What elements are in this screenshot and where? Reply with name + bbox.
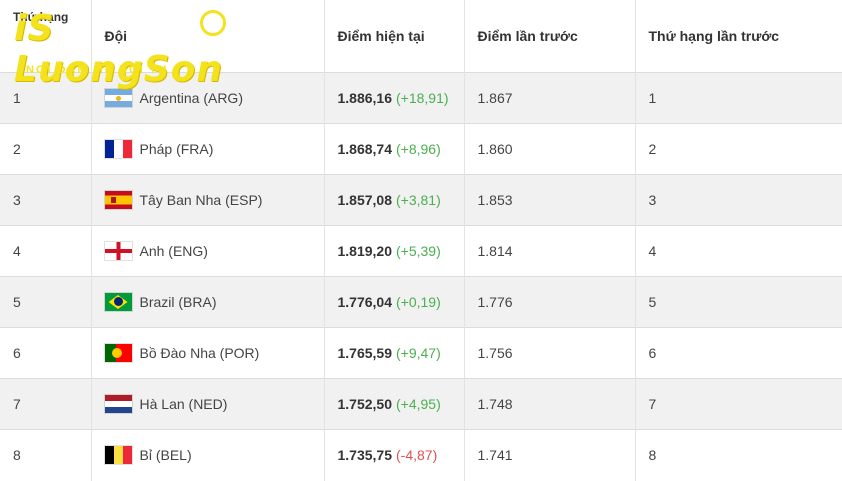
current-points-cell: 1.819,20 (+5,39)	[323, 225, 464, 277]
previous-rank-cell: 7	[634, 378, 842, 430]
team-name[interactable]: Hà Lan (NED)	[139, 396, 228, 412]
rank-cell: 6	[0, 327, 91, 379]
team-cell[interactable]: Argentina (ARG)	[90, 72, 324, 124]
previous-rank-cell: 1	[634, 72, 842, 124]
rank-cell: 7	[0, 378, 91, 430]
current-points-cell: 1.776,04 (+0,19)	[323, 276, 464, 328]
rank-cell: 1	[0, 72, 91, 124]
team-name[interactable]: Bỉ (BEL)	[139, 447, 192, 464]
team-name[interactable]: Tây Ban Nha (ESP)	[139, 192, 263, 208]
current-points-column-header[interactable]: Điểm hiện tại	[323, 0, 464, 73]
previous-rank-cell: 6	[634, 327, 842, 379]
previous-points-column-header[interactable]: Điểm lần trước	[463, 0, 635, 73]
current-points-value: 1.868,74	[337, 141, 393, 157]
table-row[interactable]: 8 Bỉ (BEL) 1.735,75 (-4,87) 1.741 8	[0, 429, 842, 481]
rank-cell: 8	[0, 429, 91, 481]
previous-rank-cell: 8	[634, 429, 842, 481]
rank-cell: 2	[0, 123, 91, 175]
netherlands-flag-icon	[104, 395, 132, 413]
team-name[interactable]: Anh (ENG)	[139, 243, 208, 259]
current-points-value: 1.857,08	[337, 192, 393, 208]
team-column-header[interactable]: Đội	[90, 0, 324, 73]
argentina-flag-icon	[104, 89, 132, 107]
points-change: (+4,95)	[396, 396, 441, 412]
points-change: (+18,91)	[396, 90, 449, 106]
current-points-cell: 1.765,59 (+9,47)	[323, 327, 464, 379]
table-row[interactable]: 3 Tây Ban Nha (ESP) 1.857,08 (+3,81) 1.853 3	[0, 174, 842, 226]
table-row[interactable]: 2 Pháp (FRA) 1.868,74 (+8,96) 1.860 2	[0, 123, 842, 175]
table-header-row: Thứ hạng Đội Điểm hiện tại Điểm lần trướ…	[0, 0, 842, 73]
points-change: (+5,39)	[396, 243, 441, 259]
table-row[interactable]: 7 Hà Lan (NED) 1.752,50 (+4,95) 1.748 7	[0, 378, 842, 430]
team-name[interactable]: Pháp (FRA)	[139, 141, 214, 157]
team-cell[interactable]: Pháp (FRA)	[90, 123, 324, 175]
team-cell[interactable]: Anh (ENG)	[90, 225, 324, 277]
table-row[interactable]: 1 Argentina (ARG) 1.886,16 (+18,91) 1.867 1	[0, 72, 842, 124]
rank-column-header[interactable]: Thứ hạng	[0, 0, 91, 73]
previous-points-cell: 1.756	[463, 327, 635, 379]
previous-points-cell: 1.860	[463, 123, 635, 175]
brazil-flag-icon	[104, 293, 132, 311]
table-row[interactable]: 5 Brazil (BRA) 1.776,04 (+0,19) 1.776 5	[0, 276, 842, 328]
portugal-flag-icon	[104, 344, 132, 362]
points-change: (-4,87)	[396, 447, 438, 464]
current-points-value: 1.765,59	[337, 345, 393, 361]
rank-cell: 3	[0, 174, 91, 226]
previous-points-cell: 1.748	[463, 378, 635, 430]
team-cell[interactable]: Bỉ (BEL)	[90, 429, 324, 481]
current-points-cell: 1.752,50 (+4,95)	[323, 378, 464, 430]
table-row[interactable]: 4 Anh (ENG) 1.819,20 (+5,39) 1.814 4	[0, 225, 842, 277]
current-points-cell: 1.886,16 (+18,91)	[323, 72, 464, 124]
team-cell[interactable]: Hà Lan (NED)	[90, 378, 324, 430]
current-points-value: 1.735,75	[337, 447, 393, 464]
previous-rank-cell: 2	[634, 123, 842, 175]
previous-rank-cell: 4	[634, 225, 842, 277]
spain-flag-icon	[104, 191, 132, 209]
table-row[interactable]: 6 Bồ Đào Nha (POR) 1.765,59 (+9,47) 1.756 6	[0, 327, 842, 379]
points-change: (+0,19)	[396, 294, 441, 310]
points-change: (+8,96)	[396, 141, 441, 157]
previous-rank-cell: 3	[634, 174, 842, 226]
current-points-value: 1.819,20	[337, 243, 393, 259]
current-points-value: 1.752,50	[337, 396, 393, 412]
previous-rank-column-header[interactable]: Thứ hạng lần trước	[634, 0, 842, 73]
previous-rank-cell: 5	[634, 276, 842, 328]
team-name[interactable]: Argentina (ARG)	[139, 90, 243, 106]
current-points-value: 1.776,04	[337, 294, 393, 310]
team-name[interactable]: Bồ Đào Nha (POR)	[139, 345, 260, 361]
rank-cell: 5	[0, 276, 91, 328]
current-points-cell: 1.857,08 (+3,81)	[323, 174, 464, 226]
points-change: (+3,81)	[396, 192, 441, 208]
team-name[interactable]: Brazil (BRA)	[139, 294, 217, 310]
team-cell[interactable]: Brazil (BRA)	[90, 276, 324, 328]
team-cell[interactable]: Bồ Đào Nha (POR)	[90, 327, 324, 379]
team-cell[interactable]: Tây Ban Nha (ESP)	[90, 174, 324, 226]
previous-points-cell: 1.776	[463, 276, 635, 328]
rank-cell: 4	[0, 225, 91, 277]
previous-points-cell: 1.867	[463, 72, 635, 124]
previous-points-cell: 1.814	[463, 225, 635, 277]
current-points-value: 1.886,16	[337, 90, 393, 106]
belgium-flag-icon	[104, 446, 132, 465]
england-flag-icon	[104, 242, 132, 260]
current-points-cell: 1.868,74 (+8,96)	[323, 123, 464, 175]
points-change: (+9,47)	[396, 345, 441, 361]
previous-points-cell: 1.853	[463, 174, 635, 226]
current-points-cell: 1.735,75 (-4,87)	[323, 429, 464, 481]
previous-points-cell: 1.741	[463, 429, 635, 481]
france-flag-icon	[104, 140, 132, 158]
